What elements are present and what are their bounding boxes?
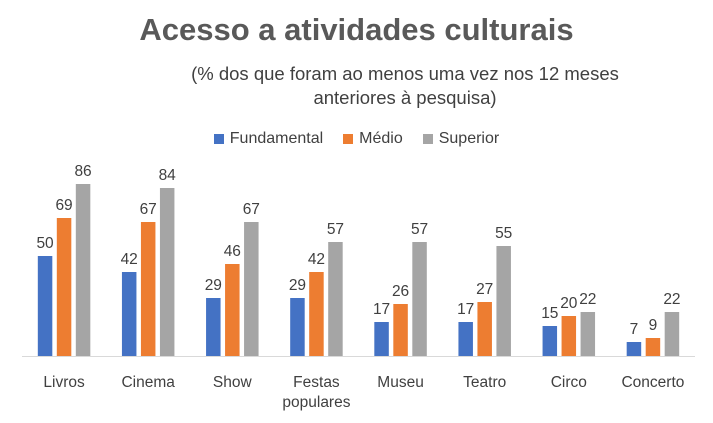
- bar-mdio-0: [56, 218, 72, 356]
- data-label: 29: [205, 277, 222, 294]
- data-label: 50: [36, 235, 54, 252]
- data-label: 17: [373, 301, 390, 318]
- legend-swatch-medio: [343, 134, 354, 144]
- data-label: 69: [55, 197, 72, 214]
- data-label: 57: [327, 221, 344, 238]
- bar-fundamental-0: [37, 256, 53, 356]
- data-label: 26: [392, 283, 409, 300]
- legend-label-fundamental: Fundamental: [229, 130, 324, 147]
- bar-superior-7: [664, 312, 680, 356]
- chart-title: Acesso a atividades culturais: [139, 12, 574, 47]
- legend: Fundamental Médio Superior: [0, 130, 713, 148]
- bar-fundamental-1: [121, 272, 137, 356]
- bar-mdio-7: [645, 338, 661, 356]
- data-label: 67: [243, 201, 260, 218]
- legend-swatch-fundamental: [213, 134, 224, 144]
- bar-mdio-6: [561, 316, 577, 356]
- bar-superior-1: [159, 188, 175, 356]
- category-label: Show: [213, 374, 253, 391]
- data-label: 9: [649, 317, 658, 334]
- bar-mdio-2: [225, 264, 240, 356]
- bar-fundamental-2: [206, 298, 221, 356]
- data-label: 57: [411, 221, 428, 238]
- category-label: populares: [282, 394, 350, 411]
- category-label: Festas: [293, 374, 340, 391]
- bar-fundamental-3: [290, 298, 305, 356]
- category-label: Teatro: [463, 374, 506, 391]
- legend-swatch-superior: [422, 134, 433, 144]
- data-label: 27: [476, 281, 493, 298]
- data-label: 42: [121, 251, 138, 268]
- data-label: 84: [159, 167, 177, 184]
- data-label: 17: [457, 301, 474, 318]
- bar-mdio-1: [140, 222, 156, 356]
- bar-mdio-5: [477, 302, 492, 356]
- data-label: 42: [308, 251, 325, 268]
- bar-superior-4: [412, 242, 427, 356]
- data-label: 22: [579, 291, 596, 308]
- legend-label-superior: Superior: [438, 130, 500, 147]
- bar-fundamental-5: [458, 322, 473, 356]
- category-label: Livros: [43, 374, 85, 391]
- bar-mdio-3: [309, 272, 324, 356]
- legend-item-medio: Médio: [343, 130, 403, 148]
- legend-label-medio: Médio: [359, 130, 403, 147]
- bar-superior-5: [496, 246, 511, 356]
- bar-fundamental-6: [542, 326, 558, 356]
- bar-fundamental-7: [626, 342, 642, 356]
- category-label: Museu: [377, 374, 424, 391]
- data-label: 29: [289, 277, 306, 294]
- labels-group: 506986Livros426784Cinema294667Show294257…: [36, 163, 684, 411]
- data-label: 67: [140, 201, 157, 218]
- category-label: Circo: [551, 374, 587, 391]
- category-label: Concerto: [621, 374, 684, 391]
- legend-item-superior: Superior: [422, 130, 500, 148]
- bar-superior-0: [75, 184, 91, 356]
- bar-superior-6: [580, 312, 596, 356]
- legend-item-fundamental: Fundamental: [213, 130, 324, 148]
- data-label: 55: [495, 225, 512, 242]
- data-label: 22: [663, 291, 680, 308]
- bar-fundamental-4: [374, 322, 389, 356]
- data-label: 15: [541, 305, 558, 322]
- bar-superior-3: [328, 242, 343, 356]
- data-label: 86: [74, 163, 91, 180]
- chart-subtitle: (% dos que foram ao menos uma vez nos 12…: [191, 63, 619, 108]
- data-label: 7: [630, 321, 639, 338]
- bar-superior-2: [244, 222, 259, 356]
- category-label: Cinema: [121, 374, 175, 391]
- bar-mdio-4: [393, 304, 408, 356]
- bars-group: [37, 184, 680, 356]
- data-label: 46: [224, 243, 241, 260]
- data-label: 20: [560, 295, 578, 312]
